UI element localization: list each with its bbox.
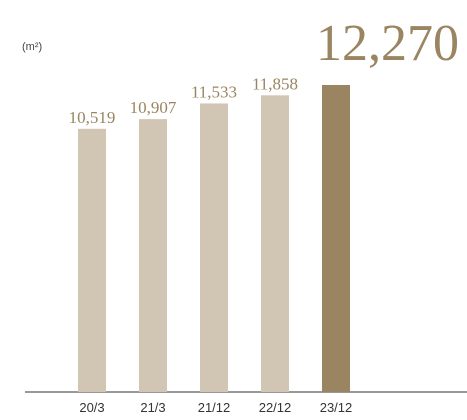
x-tick-label-21-3: 21/3: [140, 400, 165, 415]
value-label-22-12: 11,858: [252, 74, 298, 93]
bar-21-12: [200, 103, 228, 393]
bars-group: 10,519 20/3 10,907 21/3 11,533 21/12 11,858 22/…: [69, 15, 459, 415]
bar-23-12: [322, 85, 350, 392]
value-label-23-12: 12,270: [316, 15, 459, 72]
bar-20-3: [78, 128, 106, 392]
x-tick-label-20-3: 20/3: [79, 400, 104, 415]
value-label-20-3: 10,519: [69, 108, 116, 127]
value-label-21-3: 10,907: [130, 98, 177, 117]
x-tick-label-23-12: 23/12: [320, 400, 353, 415]
unit-label: (m²): [22, 41, 42, 53]
x-tick-label-22-12: 22/12: [259, 400, 292, 415]
value-label-21-12: 11,533: [191, 82, 237, 101]
bar-22-12: [261, 95, 289, 392]
bar-21-3: [139, 119, 167, 392]
x-tick-label-21-12: 21/12: [198, 400, 231, 415]
